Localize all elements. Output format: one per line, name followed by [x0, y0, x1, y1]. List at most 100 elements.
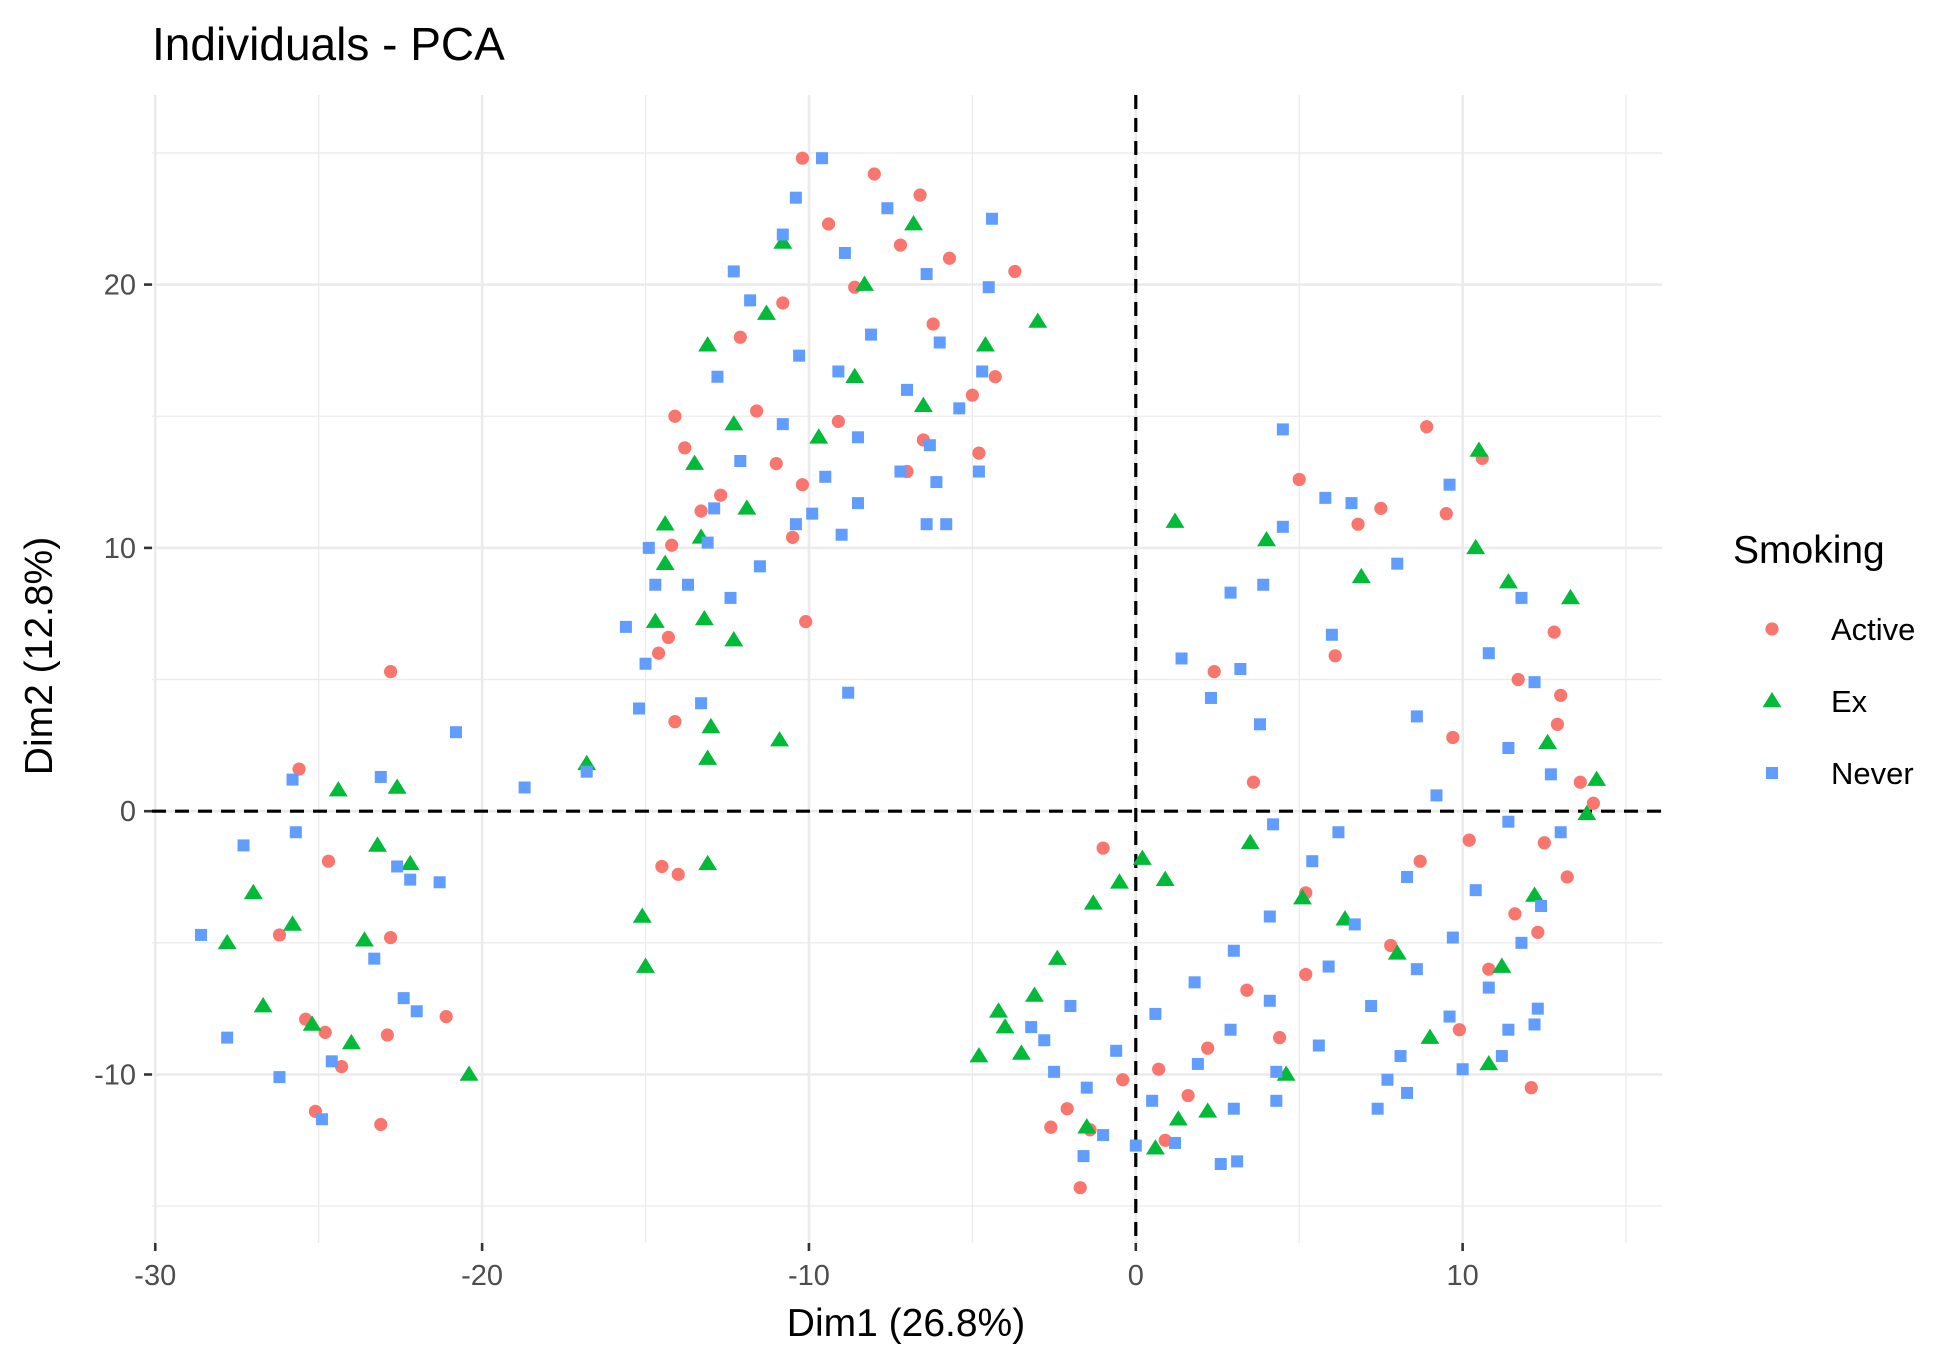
never-point — [1544, 768, 1557, 781]
never-point — [789, 518, 802, 531]
never-point — [789, 191, 802, 204]
ex-point — [645, 612, 665, 628]
active-point — [334, 1059, 349, 1074]
ex-point — [1498, 573, 1518, 589]
never-point — [1149, 1007, 1162, 1020]
active-point — [1008, 264, 1022, 279]
active-point — [1299, 967, 1313, 982]
never-point — [1456, 1063, 1469, 1076]
active-point — [1272, 1031, 1287, 1045]
never-point — [940, 518, 953, 531]
ex-point — [354, 931, 374, 947]
never-point — [1322, 960, 1335, 973]
never-point — [1224, 586, 1237, 599]
never-point — [1253, 718, 1266, 731]
ex-point — [1561, 588, 1580, 605]
x-tick-label: -20 — [461, 1260, 503, 1292]
ex-point — [770, 731, 789, 747]
ex-point — [368, 836, 387, 852]
never-point — [838, 246, 851, 259]
active-point — [750, 404, 764, 418]
active-point — [1207, 665, 1221, 679]
never-point — [982, 281, 995, 294]
never-point — [1502, 1023, 1515, 1036]
active-point — [1158, 1133, 1172, 1147]
ex-point — [387, 778, 407, 794]
never-point — [1306, 855, 1319, 868]
active-point — [1351, 517, 1365, 531]
active-point — [665, 538, 679, 552]
never-point — [1204, 691, 1217, 704]
ex-point — [1155, 870, 1175, 886]
never-point — [391, 860, 404, 873]
active-point — [1452, 1023, 1466, 1037]
never-point — [315, 1113, 328, 1126]
ex-point — [698, 854, 718, 871]
never-point — [734, 454, 747, 467]
active-point — [374, 1117, 388, 1132]
never-point — [1263, 994, 1276, 1007]
active-point — [1482, 962, 1496, 976]
never-point — [518, 781, 531, 794]
never-point — [793, 349, 806, 362]
active-point — [652, 646, 666, 660]
y-tick-label: 0 — [120, 796, 136, 828]
ex-point — [632, 907, 652, 923]
ex-point — [701, 717, 721, 734]
never-point — [1502, 741, 1515, 754]
never-point — [1038, 1034, 1051, 1047]
ex-point — [694, 609, 714, 626]
never-point — [368, 952, 381, 965]
never-point — [374, 770, 387, 783]
never-point — [1270, 1065, 1283, 1078]
active-point — [1547, 625, 1561, 639]
active-point — [913, 188, 927, 202]
active-point — [893, 238, 908, 252]
never-point — [1227, 1102, 1240, 1115]
never-point — [649, 578, 662, 591]
active-point — [1181, 1088, 1195, 1103]
never-point — [1469, 884, 1482, 897]
ex-point — [855, 275, 874, 291]
active-point — [1524, 1081, 1538, 1095]
ex-point — [1587, 770, 1607, 786]
legend-label: Active — [1831, 612, 1915, 647]
ex-point — [1028, 312, 1048, 328]
active-point — [439, 1009, 453, 1024]
never-point — [1381, 1073, 1394, 1086]
ex-point — [969, 1047, 989, 1063]
ex-point — [773, 233, 793, 249]
ex-point — [845, 367, 865, 384]
x-tick-label: 10 — [1446, 1260, 1478, 1292]
x-tick-label: -30 — [134, 1260, 176, 1292]
ex-point — [698, 336, 718, 352]
never-point — [819, 470, 832, 483]
never-point — [1528, 1018, 1541, 1031]
never-point — [744, 294, 757, 307]
ex-point — [1479, 1054, 1499, 1071]
y-tick-label: -10 — [94, 1059, 136, 1091]
never-point — [195, 928, 208, 941]
active-point — [1446, 730, 1460, 745]
never-point — [1224, 1023, 1237, 1036]
active-point — [380, 1028, 394, 1042]
never-point — [1129, 1139, 1142, 1152]
ex-point — [1165, 512, 1185, 528]
never-point — [842, 686, 855, 699]
never-point — [753, 560, 766, 573]
never-point — [920, 518, 933, 531]
never-point — [832, 365, 845, 378]
ex-point — [655, 554, 675, 570]
never-point — [1191, 1057, 1204, 1070]
active-point — [821, 217, 836, 231]
active-point — [926, 317, 940, 331]
never-point — [1025, 1021, 1038, 1034]
never-point — [1048, 1065, 1061, 1078]
ex-point — [737, 499, 757, 515]
active-point — [1096, 841, 1110, 855]
active-point — [786, 530, 800, 544]
never-point — [1482, 647, 1495, 660]
ex-point — [1132, 849, 1152, 865]
never-point — [1443, 1010, 1456, 1023]
never-point — [410, 1005, 423, 1018]
